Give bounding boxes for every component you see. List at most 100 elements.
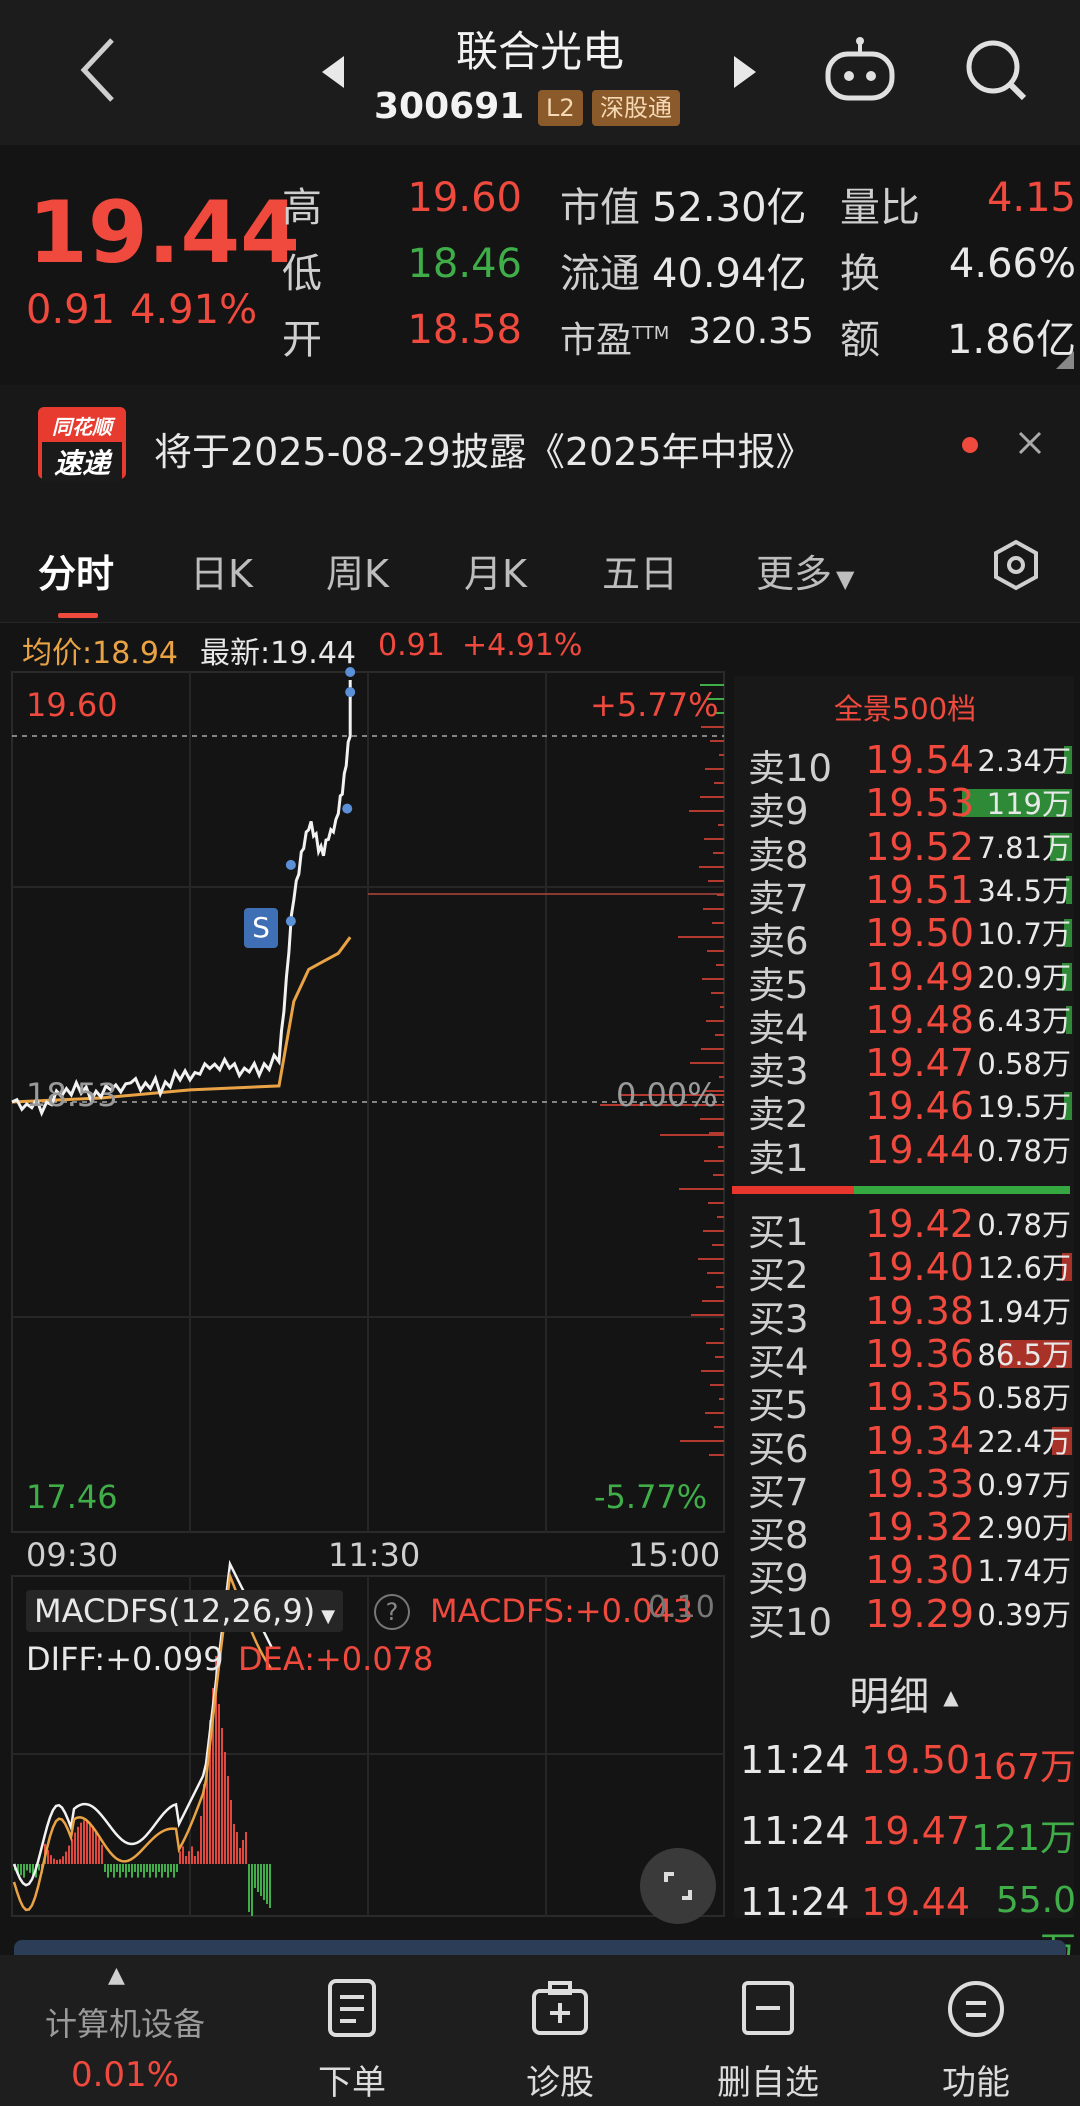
macd-selector[interactable]: MACDFS(12,26,9) ▼ — [26, 1590, 344, 1632]
bid-row[interactable]: 买9 19.30 1.74万 — [730, 1548, 1080, 1600]
bid-volume: 12.6万 — [977, 1251, 1071, 1286]
macd-bar — [179, 1851, 181, 1864]
ask-row[interactable]: 卖5 19.49 20.9万 — [730, 955, 1080, 1007]
macd-dea: DEA:+0.078 — [238, 1640, 434, 1678]
ask-price: 19.48 — [865, 997, 974, 1042]
ask-row[interactable]: 卖10 19.54 2.34万 — [730, 738, 1080, 790]
footer-edge — [14, 1940, 1066, 1956]
ask-volume: 0.58万 — [977, 1047, 1071, 1082]
macd-bar — [101, 1844, 103, 1864]
function-button[interactable]: 功能 — [906, 1975, 1046, 2103]
macd-bar — [104, 1864, 106, 1872]
close-icon[interactable] — [1014, 427, 1046, 459]
info-chg: 0.91 — [378, 628, 445, 663]
price-line — [11, 680, 352, 1117]
ask-row[interactable]: 卖3 19.47 0.58万 — [730, 1041, 1080, 1093]
macd-bar — [170, 1864, 172, 1872]
ask-volume: 7.81万 — [977, 830, 1071, 865]
ask-volume: 10.7万 — [977, 917, 1071, 952]
bid-row[interactable]: 买7 19.33 0.97万 — [730, 1462, 1080, 1514]
intraday-chart[interactable]: 19.60 +5.77% 18.53 0.00% 17.46 -5.77% 09… — [0, 664, 730, 1934]
pe-label: 市盈TTM — [560, 320, 670, 361]
tab-weekly[interactable]: 周K — [326, 552, 389, 596]
depth-bar — [719, 1398, 724, 1400]
bid-price: 19.35 — [865, 1375, 974, 1420]
depth-bar — [713, 1174, 724, 1176]
sector-chevron-icon[interactable]: ▲ — [108, 1963, 125, 1988]
macd-bar — [242, 1840, 244, 1864]
ask-row[interactable]: 卖8 19.52 7.81万 — [730, 825, 1080, 877]
prev-stock-icon[interactable] — [318, 52, 348, 92]
tab-five-day[interactable]: 五日 — [602, 552, 679, 596]
mcap-label: 市值 — [560, 185, 640, 231]
ask-volume: 6.43万 — [977, 1003, 1071, 1038]
macd-bar — [47, 1850, 49, 1864]
depth-bar — [689, 810, 724, 812]
bid-row[interactable]: 买3 19.38 1.94万 — [730, 1288, 1080, 1341]
bid-price: 19.36 — [865, 1331, 974, 1376]
expand-corner-icon[interactable] — [1056, 351, 1074, 369]
detail-row: 11:24 19.47 121万 — [730, 1805, 1080, 1865]
order-button[interactable]: 下单 — [282, 1975, 422, 2103]
depth-bar — [716, 964, 724, 966]
last-label: 最新:19.44 — [200, 636, 356, 671]
depth-bar — [701, 1048, 724, 1050]
depth-bar — [680, 1440, 724, 1442]
macd-bar — [89, 1822, 91, 1864]
bid-level-label: 买1 — [748, 1211, 809, 1254]
tab-monthly[interactable]: 月K — [464, 552, 527, 596]
detail-time: 11:24 — [740, 1880, 850, 1924]
macd-bar — [155, 1864, 157, 1878]
next-stock-icon[interactable] — [730, 52, 760, 92]
sector-name[interactable]: 计算机设备 — [44, 2005, 205, 2043]
depth-bar — [714, 782, 724, 784]
ask-row[interactable]: 卖1 19.44 0.78万 — [730, 1128, 1080, 1180]
robot-icon[interactable] — [822, 36, 898, 106]
bid-level-label: 买9 — [748, 1557, 809, 1601]
ask-volume-bar — [1064, 919, 1072, 948]
fullscreen-button[interactable] — [640, 1848, 716, 1924]
macd-bar — [53, 1858, 55, 1864]
ask-volume-bar — [962, 789, 1072, 818]
bid-row[interactable]: 买2 19.40 12.6万 — [730, 1245, 1080, 1297]
bid-price: 19.38 — [865, 1288, 974, 1333]
ths-logo: 同花顺 速递 — [38, 407, 126, 482]
remove-watchlist-button[interactable]: 删自选 — [698, 1975, 838, 2103]
bid-row[interactable]: 买1 19.42 0.78万 — [730, 1202, 1080, 1254]
tab-more[interactable]: 更多 ▼ — [756, 552, 855, 596]
minus-square-icon — [742, 1981, 794, 2035]
ask-volume-bar — [1066, 1005, 1072, 1034]
ask-row[interactable]: 卖6 19.50 10.7万 — [730, 911, 1080, 963]
diagnose-button[interactable]: 诊股 — [490, 1975, 630, 2103]
ask-level-label: 卖1 — [748, 1136, 809, 1180]
search-icon[interactable] — [962, 36, 1032, 106]
depth-bar — [717, 894, 724, 896]
bid-row[interactable]: 买10 19.29 0.39万 — [730, 1592, 1080, 1644]
high-label: 高 — [282, 185, 322, 231]
detail-price: 19.47 — [861, 1809, 970, 1853]
bid-row[interactable]: 买5 19.35 0.58万 — [730, 1375, 1080, 1427]
tab-intraday[interactable]: 分时 — [38, 552, 115, 596]
ask-row[interactable]: 卖2 19.46 19.5万 — [730, 1084, 1080, 1136]
bid-level-label: 买8 — [748, 1514, 809, 1558]
bid-row[interactable]: 买6 19.34 22.4万 — [730, 1419, 1080, 1471]
sell-signal-marker[interactable]: S — [244, 908, 278, 948]
macd-bar — [257, 1864, 259, 1892]
axis-top-pct: +5.77% — [590, 686, 719, 724]
ask-row[interactable]: 卖9 19.53 119万 — [730, 781, 1080, 833]
tab-daily[interactable]: 日K — [190, 552, 253, 596]
ask-row[interactable]: 卖7 19.51 34.5万 — [730, 868, 1080, 920]
book-title[interactable]: 全景500档 — [833, 692, 977, 726]
bid-row[interactable]: 买4 19.36 86.5万 — [730, 1331, 1080, 1384]
help-icon[interactable]: ? — [374, 1594, 410, 1630]
ask-volume: 19.5万 — [977, 1090, 1071, 1125]
bid-row[interactable]: 买8 19.32 2.90万 — [730, 1505, 1080, 1557]
detail-header[interactable]: 明细 ▲ — [849, 1674, 959, 1720]
back-icon[interactable] — [70, 30, 130, 110]
amt-label: 额 — [840, 317, 880, 363]
depth-bar — [705, 1412, 724, 1414]
low-label: 低 — [282, 251, 322, 297]
notice-banner[interactable]: 同花顺 速递 将于2025-08-29披露《2025年中报》 — [0, 385, 1080, 503]
settings-hex-icon[interactable] — [990, 539, 1042, 591]
ask-row[interactable]: 卖4 19.48 6.43万 — [730, 997, 1080, 1050]
